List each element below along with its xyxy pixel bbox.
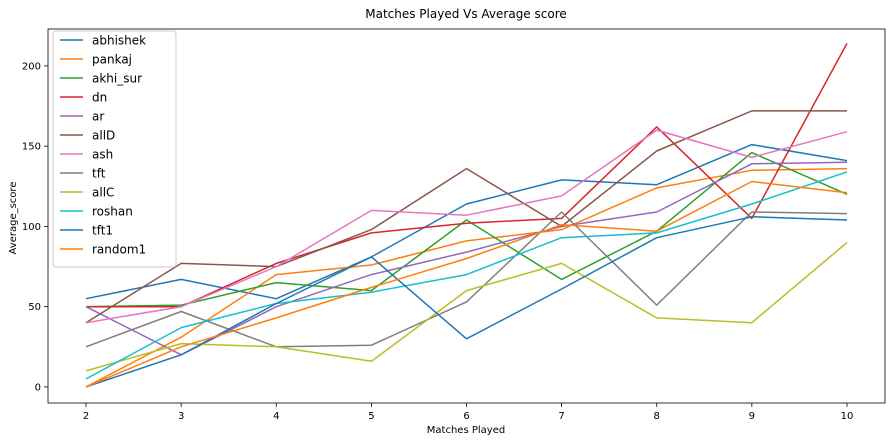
x-tick-label: 6 — [463, 411, 469, 422]
legend-label-akhi_sur: akhi_sur — [92, 72, 142, 86]
x-tick-label: 8 — [654, 411, 660, 422]
series-line-akhi_sur — [85, 151, 848, 308]
legend-label-allD: allD — [92, 129, 115, 143]
y-tick-label: 100 — [22, 222, 41, 233]
legend-label-random1: random1 — [92, 243, 146, 257]
legend-label-tft: tft — [92, 167, 106, 181]
series-line-allD — [85, 110, 847, 324]
x-axis-label: Matches Played — [427, 425, 505, 436]
x-tick-label: 10 — [841, 411, 854, 422]
series-line-roshan — [85, 171, 848, 380]
legend-label-dn: dn — [92, 91, 107, 105]
legend-label-abhishek: abhishek — [92, 34, 146, 48]
legend-label-allC: allC — [92, 186, 114, 200]
legend-label-tft1: tft1 — [92, 224, 113, 238]
x-tick-label: 4 — [273, 411, 279, 422]
chart-title: Matches Played Vs Average score — [365, 7, 567, 21]
legend-box — [52, 30, 177, 268]
x-tick-label: 3 — [178, 411, 184, 422]
y-axis-ticks: 0 50 100 150 200 — [22, 61, 48, 393]
x-axis-ticks: 2 3 4 5 6 7 8 9 10 — [83, 403, 853, 422]
y-tick-label: 150 — [22, 142, 41, 153]
series-line-random1 — [85, 180, 848, 388]
y-tick-label: 50 — [28, 302, 41, 313]
series-line-ar — [85, 161, 848, 356]
series-line-ash — [85, 129, 848, 324]
plot-lines — [85, 43, 848, 388]
x-tick-label: 7 — [558, 411, 564, 422]
legend-label-roshan: roshan — [92, 205, 133, 219]
series-line-pankaj — [85, 167, 848, 388]
legend-label-ash: ash — [92, 148, 113, 162]
series-line-abhishek — [85, 143, 848, 300]
y-axis-label: Average_score — [8, 182, 19, 255]
y-tick-label: 0 — [35, 382, 41, 393]
x-tick-label: 5 — [368, 411, 374, 422]
legend-label-pankaj: pankaj — [92, 53, 132, 67]
legend-label-ar: ar — [92, 110, 104, 124]
x-tick-label: 9 — [749, 411, 755, 422]
series-line-dn — [86, 43, 848, 308]
series-line-tft — [85, 211, 848, 348]
y-tick-label: 200 — [22, 61, 41, 72]
series-line-allC — [85, 241, 848, 372]
x-tick-label: 2 — [83, 411, 89, 422]
